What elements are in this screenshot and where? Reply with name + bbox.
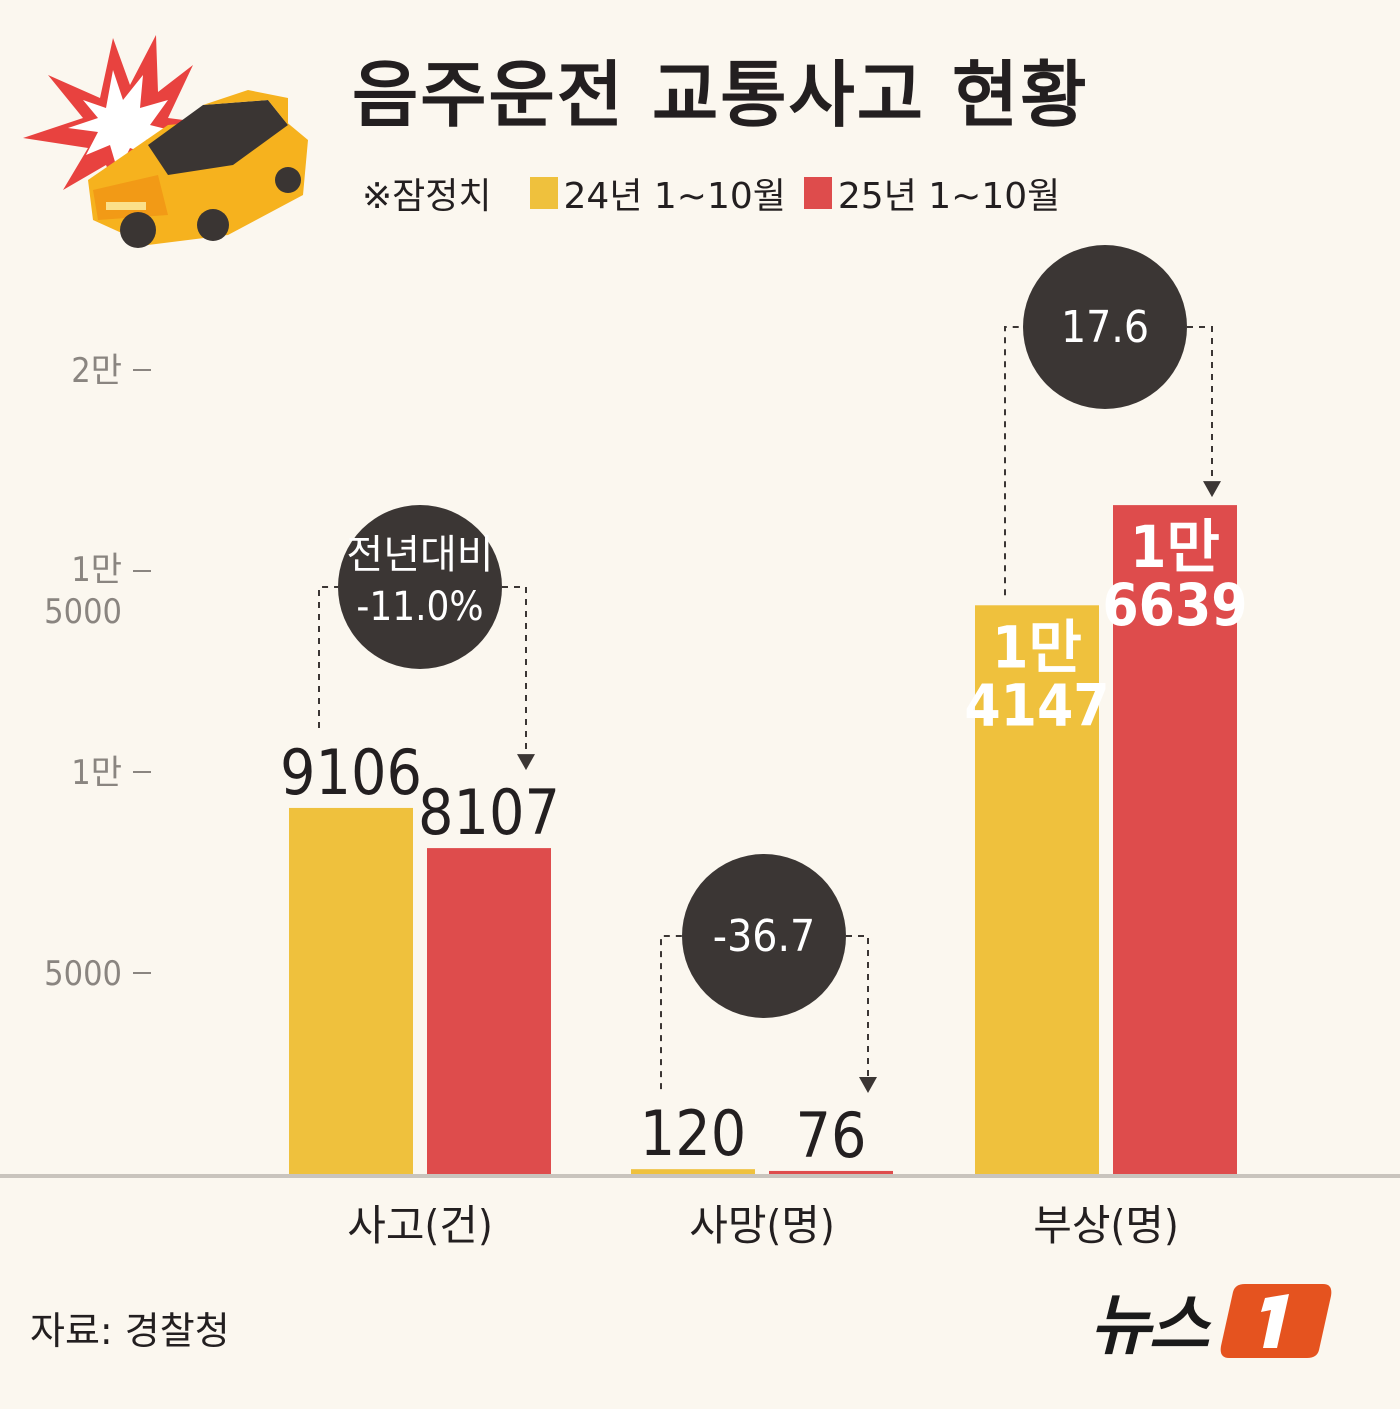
source-text: 자료: 경찰청 [30, 1309, 230, 1353]
change-label: 17.6 [1061, 302, 1149, 353]
change-connector-right [1187, 326, 1213, 484]
legend-item-2025: 25년 1~10월 [803, 167, 1061, 219]
data-label: 1만 6639 [1102, 513, 1247, 639]
provisional-note: ※잠정치 [362, 176, 492, 217]
yellow-car-icon [88, 90, 308, 248]
change-label: -36.7 [713, 911, 815, 962]
arrow-down-icon [859, 1076, 877, 1093]
legend-label-2025: 25년 1~10월 [837, 176, 1061, 217]
change-label: 전년대비 -11.0% [346, 532, 493, 630]
legend-item-2024: 24년 1~10월 [529, 167, 786, 219]
bar-2024 [289, 807, 413, 1174]
category-label: 사망(명) [689, 1201, 834, 1250]
car-crash-illustration [23, 35, 308, 248]
data-label: 120 [640, 1097, 746, 1170]
bar-2025 [1113, 505, 1237, 1175]
y-tick-label: 1만 [71, 753, 122, 793]
category-label: 부상(명) [1033, 1201, 1178, 1250]
data-label: 76 [796, 1099, 867, 1172]
logo-text: 뉴스 [1090, 1287, 1209, 1364]
change-bubble [1023, 245, 1187, 409]
y-tick-label: 5000 [44, 954, 122, 994]
y-tick-label: 2만 [71, 351, 122, 391]
change-connector-right [502, 586, 527, 757]
bar-2024 [975, 605, 1099, 1174]
data-label: 1만 4147 [964, 613, 1109, 739]
change-connector-right [846, 935, 869, 1079]
change-bubble [682, 854, 846, 1018]
bar-2024 [631, 1169, 755, 1174]
legend: ※잠정치 24년 1~10월 25년 1~10월 [362, 168, 1078, 218]
chart-title: 음주운전 교통사고 현황 [352, 53, 1089, 137]
legend-label-2024: 24년 1~10월 [563, 176, 786, 217]
legend-swatch-2025 [803, 177, 832, 209]
arrow-down-icon [1203, 481, 1221, 498]
arrow-down-icon [517, 754, 535, 771]
news1-logo: 뉴스 [1090, 1272, 1333, 1368]
change-connector-left [660, 935, 682, 1090]
logo-mark-icon [1221, 1284, 1332, 1358]
change-bubble [338, 505, 502, 669]
bar-2025 [769, 1170, 893, 1174]
category-label: 사고(건) [347, 1201, 492, 1250]
x-axis-baseline [0, 1174, 1400, 1178]
y-tick-label: 1만 5000 [44, 550, 122, 632]
bar-2025 [427, 848, 551, 1174]
data-label: 8107 [418, 776, 560, 849]
change-connector-left [318, 586, 338, 728]
change-connector-left [1004, 326, 1023, 596]
data-label: 9106 [280, 736, 422, 809]
legend-swatch-2024 [529, 177, 558, 209]
